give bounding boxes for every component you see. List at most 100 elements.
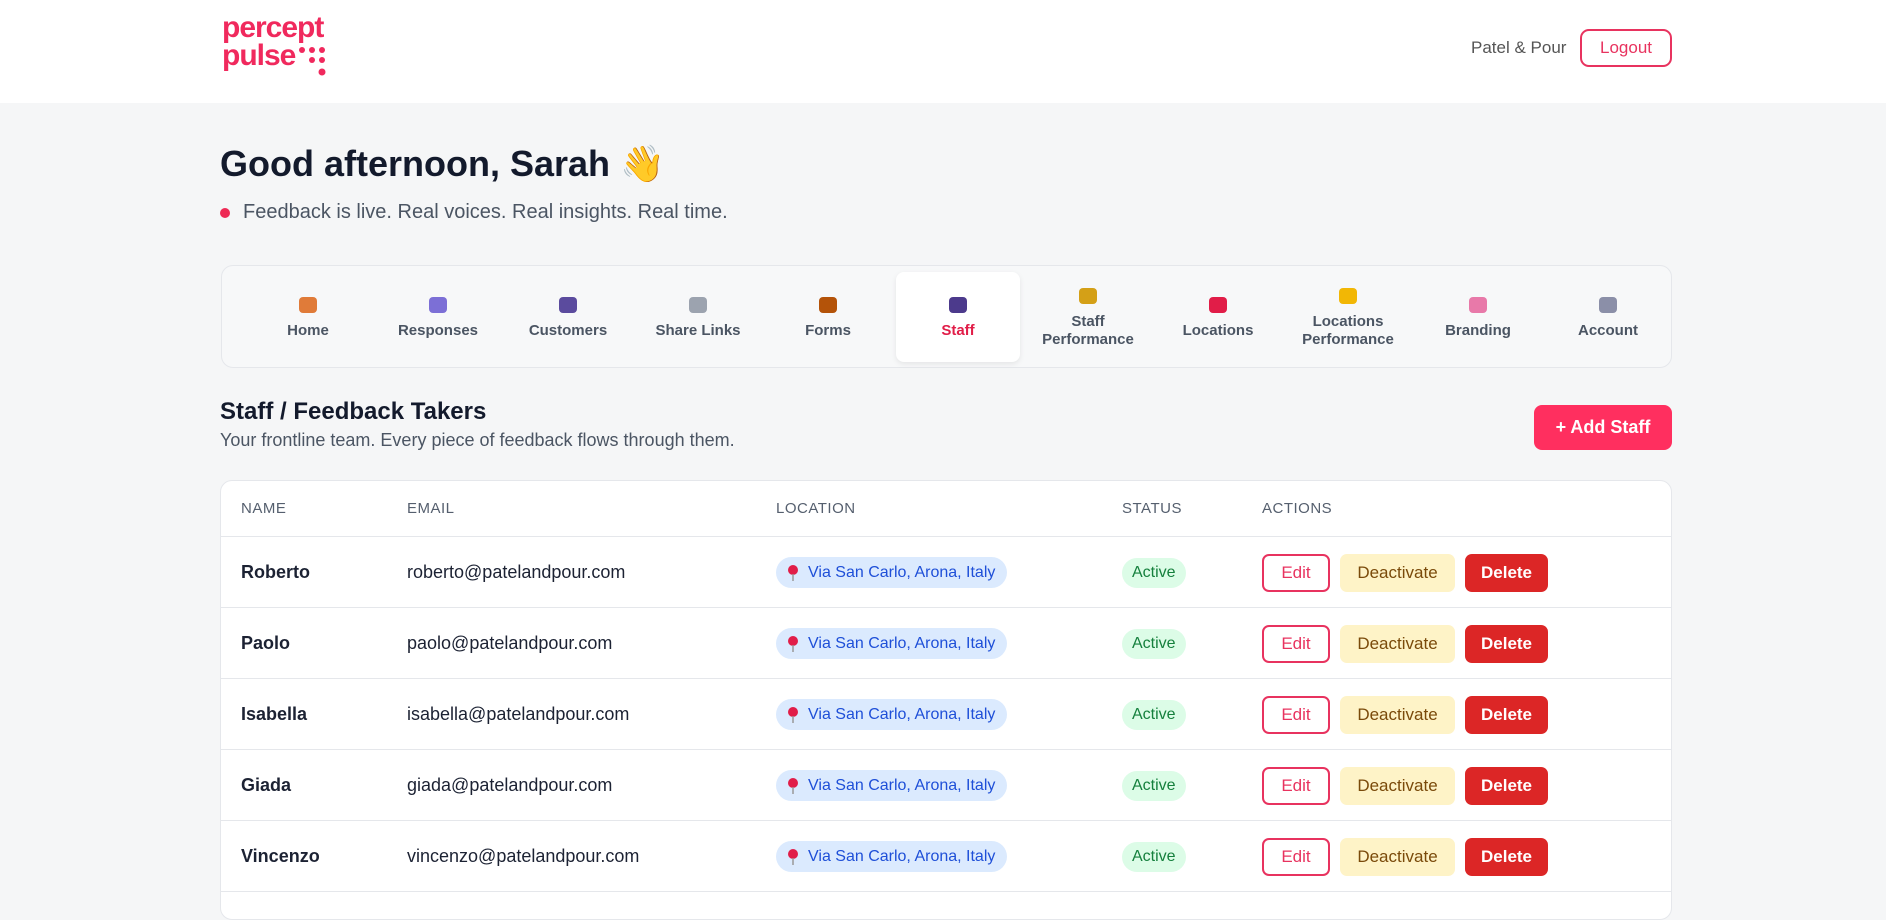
deactivate-button[interactable]: Deactivate (1340, 695, 1455, 734)
staff-email: isabella@patelandpour.com (407, 704, 630, 724)
staff-name: Isabella (241, 704, 308, 724)
greeting-title: Good afternoon, Sarah (220, 143, 611, 184)
status-badge: Active (1122, 699, 1186, 730)
deactivate-button[interactable]: Deactivate (1340, 624, 1455, 663)
location-pill: Via San Carlo, Arona, Italy (776, 699, 1008, 730)
delete-button[interactable]: Delete (1465, 766, 1548, 805)
table-row: Roberto roberto@patelandpour.com Via San C… (221, 536, 1671, 607)
location-text: Via San Carlo, Arona, Italy (808, 634, 996, 652)
table-row: Isabella isabella@patelandpour.com Via San… (221, 678, 1671, 749)
staff-email: giada@patelandpour.com (407, 775, 613, 795)
nav-icon (1599, 297, 1617, 313)
logo[interactable]: percept pulse (222, 11, 324, 72)
status-cell: Active (1122, 537, 1186, 608)
greeting-emoji: 👋 (620, 143, 665, 184)
edit-button[interactable]: Edit (1262, 624, 1330, 663)
actions-cell: Edit Deactivate Delete (1262, 750, 1558, 821)
nav-icon (1339, 288, 1357, 304)
staff-table: NAME EMAIL LOCATION STATUS ACTIONS Roberto rob… (220, 480, 1672, 920)
status-cell: Active (1122, 750, 1186, 821)
status-cell: Active (1122, 821, 1186, 892)
location-cell: Via San Carlo, Arona, Italy (776, 608, 1008, 679)
delete-button[interactable]: Delete (1465, 695, 1548, 734)
status-cell: Active (1122, 608, 1186, 679)
location-cell: Via San Carlo, Arona, Italy (776, 679, 1008, 750)
section-subtitle: Your frontline team. Every piece of feed… (220, 430, 735, 450)
section-title: Staff / Feedback Takers (220, 398, 487, 425)
nav-item[interactable]: Share Links (636, 272, 760, 362)
location-text: Via San Carlo, Arona, Italy (808, 705, 996, 723)
actions-cell: Edit Deactivate Delete (1262, 608, 1558, 679)
table-row: Vincenzo vincenzo@patelandpour.com Via San… (221, 820, 1671, 891)
actions-cell: Edit Deactivate Delete (1262, 537, 1558, 608)
pin-icon (788, 706, 798, 723)
nav-item[interactable]: Forms (766, 272, 890, 362)
column-header: LOCATION (776, 500, 856, 517)
account-name: Patel & Pour (1471, 38, 1567, 57)
deactivate-button[interactable]: Deactivate (1340, 766, 1455, 805)
status-badge: Active (1122, 628, 1186, 659)
location-pill: Via San Carlo, Arona, Italy (776, 841, 1008, 872)
nav-label: Customers (528, 322, 608, 339)
column-header: EMAIL (407, 500, 455, 517)
pin-icon (788, 777, 798, 794)
logo-line: percept (222, 11, 324, 44)
nav-item[interactable]: Home (246, 272, 370, 362)
deactivate-button[interactable]: Deactivate (1340, 837, 1455, 876)
nav-icon (949, 297, 967, 313)
nav-icon (1079, 288, 1097, 304)
delete-button[interactable]: Delete (1465, 553, 1548, 592)
nav-item[interactable]: Staff Performance (1026, 272, 1150, 362)
deactivate-button[interactable]: Deactivate (1340, 553, 1455, 592)
greeting: Good afternoon, Sarah 👋 (220, 143, 665, 185)
nav-label: Locations (1182, 322, 1254, 339)
staff-name: Giada (241, 775, 292, 795)
nav-label: Staff (941, 322, 975, 339)
add-staff-button[interactable]: + Add Staff (1534, 405, 1672, 450)
nav-label: Staff Performance (1042, 313, 1134, 348)
nav-item[interactable]: Locations Performance (1286, 272, 1410, 362)
edit-button[interactable]: Edit (1262, 553, 1330, 592)
location-pill: Via San Carlo, Arona, Italy (776, 770, 1008, 801)
staff-name: Vincenzo (241, 846, 320, 866)
table-row: Paolo paolo@patelandpour.com Via San Carlo… (221, 607, 1671, 678)
nav-label: Locations Performance (1302, 313, 1394, 348)
nav-item[interactable]: Account (1546, 272, 1670, 362)
staff-name: Paolo (241, 633, 291, 653)
pin-icon (788, 848, 798, 865)
staff-email: paolo@patelandpour.com (407, 633, 613, 653)
logout-button[interactable]: Logout (1580, 29, 1672, 67)
delete-button[interactable]: Delete (1465, 624, 1548, 663)
edit-button[interactable]: Edit (1262, 695, 1330, 734)
location-text: Via San Carlo, Arona, Italy (808, 847, 996, 865)
status-cell: Active (1122, 679, 1186, 750)
column-header: STATUS (1122, 500, 1182, 517)
delete-button[interactable]: Delete (1465, 837, 1548, 876)
logo-dots (299, 47, 326, 76)
logo-line: pulse (222, 39, 296, 72)
nav-label: Branding (1445, 322, 1511, 339)
staff-name: Roberto (241, 562, 310, 582)
edit-button[interactable]: Edit (1262, 837, 1330, 876)
location-cell: Via San Carlo, Arona, Italy (776, 821, 1008, 892)
nav-item[interactable]: Customers (506, 272, 630, 362)
edit-button[interactable]: Edit (1262, 766, 1330, 805)
table-row: Giada giada@patelandpour.com Via San Carlo… (221, 749, 1671, 820)
status-badge: Active (1122, 770, 1186, 801)
location-text: Via San Carlo, Arona, Italy (808, 776, 996, 794)
nav-icon (429, 297, 447, 313)
column-header: ACTIONS (1262, 500, 1333, 517)
table-row (221, 891, 1671, 919)
nav-icon (819, 297, 837, 313)
nav-item[interactable]: Branding (1416, 272, 1540, 362)
location-pill: Via San Carlo, Arona, Italy (776, 628, 1008, 659)
actions-cell: Edit Deactivate Delete (1262, 821, 1558, 892)
nav-item[interactable]: Staff (896, 272, 1020, 362)
nav-icon (1209, 297, 1227, 313)
nav-label: Share Links (655, 322, 741, 339)
nav-item[interactable]: Responses (376, 272, 500, 362)
column-header: NAME (241, 500, 287, 517)
actions-cell: Edit Deactivate Delete (1262, 679, 1558, 750)
nav-item[interactable]: Locations (1156, 272, 1280, 362)
